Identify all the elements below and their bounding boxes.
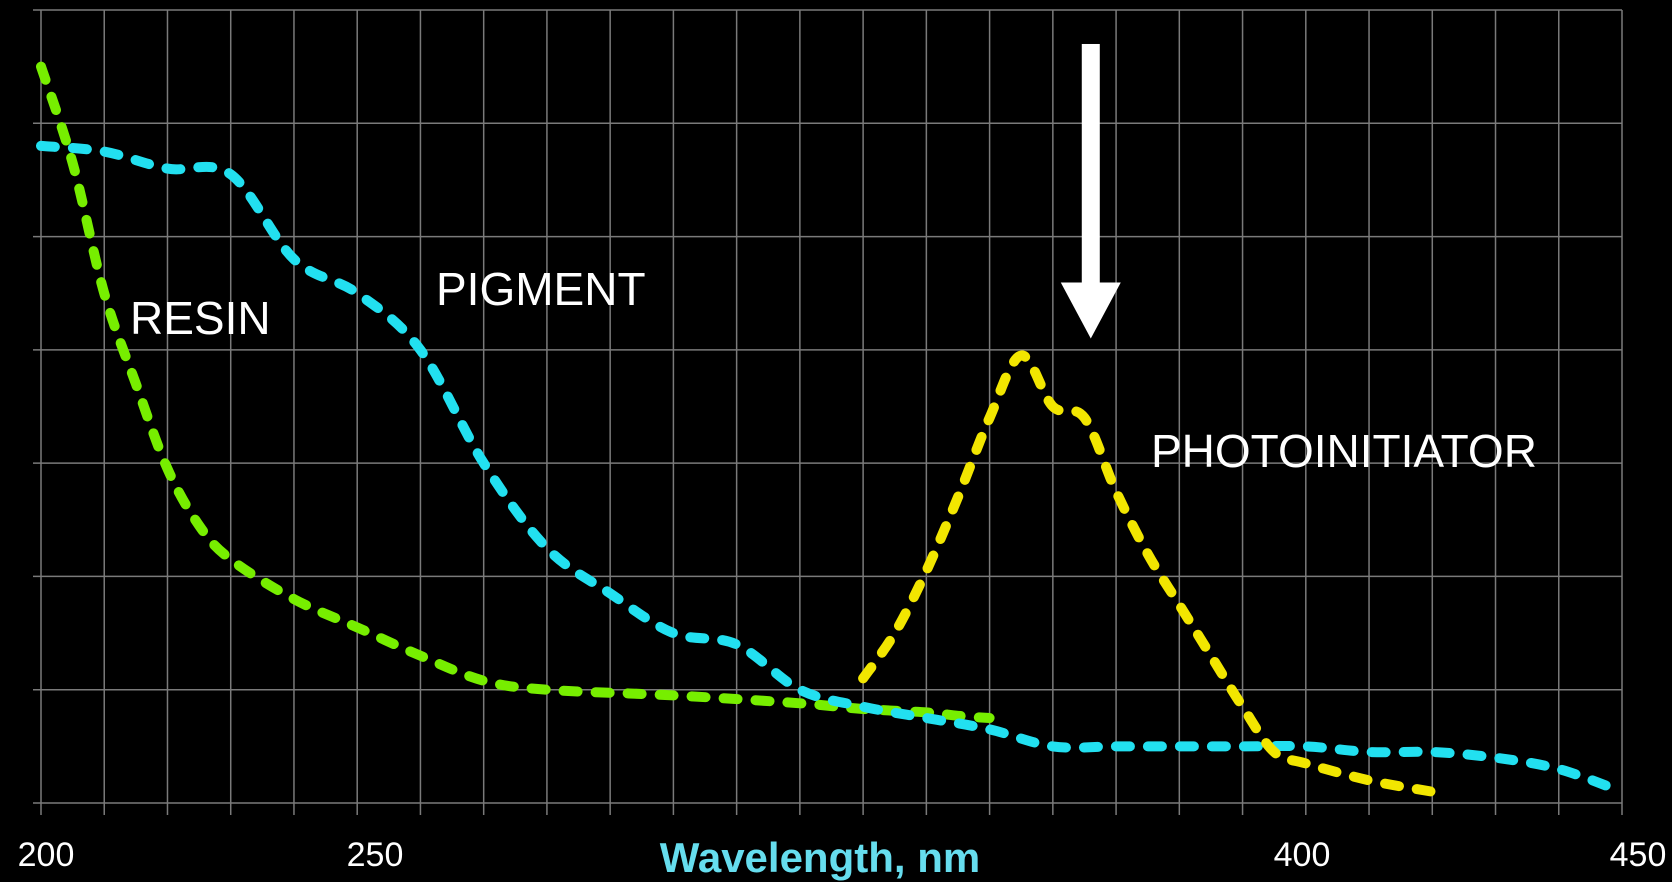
x-tick-label-200: 200 xyxy=(18,836,75,874)
annotation-layer xyxy=(1060,43,1121,339)
series-layer xyxy=(36,61,1627,797)
photoinitiator-label: PHOTOINITIATOR xyxy=(1151,425,1537,477)
x-axis-label: Wavelength, nm xyxy=(660,834,980,881)
series-line-pigment xyxy=(36,140,1627,797)
x-tick-label-250: 250 xyxy=(347,836,404,874)
resin-label: RESIN xyxy=(130,292,271,344)
x-tick-label-400: 400 xyxy=(1274,836,1331,874)
x-tick-label-450: 450 xyxy=(1610,836,1667,874)
grid xyxy=(33,9,1623,815)
series-line-photoinitiator xyxy=(858,350,1438,797)
arrow-head-icon xyxy=(1060,282,1121,339)
pigment-label: PIGMENT xyxy=(436,263,646,315)
arrow-shaft xyxy=(1081,43,1100,285)
series-line-resin xyxy=(36,61,995,723)
